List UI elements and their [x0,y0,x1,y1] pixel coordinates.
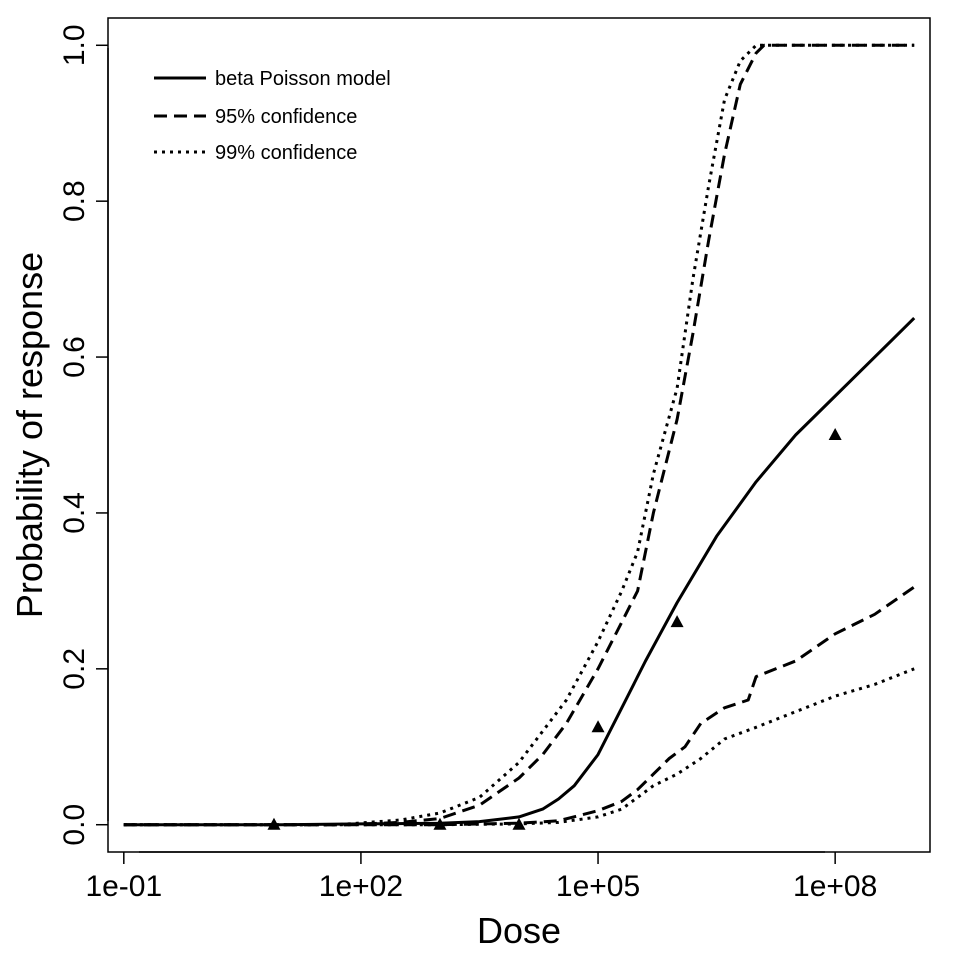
observation-point [670,615,684,628]
observation-point [512,817,526,830]
y-tick-label: 0.0 [58,804,91,846]
legend: beta Poisson model 95% confidence 99% co… [154,68,391,164]
series-line-95-confidence-upper [123,43,915,827]
y-tick-label: 0.6 [58,336,91,378]
y-tick-label: 0.8 [58,180,91,222]
observation-point [267,817,281,830]
y-axis: 0.0 0.2 0.4 0.6 0.8 1.0 [58,24,109,846]
x-tick-label: 1e+02 [319,870,403,903]
observation-point [591,720,605,733]
x-tick-label: 1e-01 [85,870,162,903]
x-tick-label: 1e+05 [556,870,640,903]
x-tick-label: 1e+08 [793,870,877,903]
observation-point [828,428,842,440]
y-axis-title: Probability of response [9,252,50,618]
y-tick-label: 1.0 [58,24,91,66]
y-tick-label: 0.2 [58,648,91,690]
series-line-99-confidence-lower [123,667,915,827]
legend-label-95: 95% confidence [215,106,357,128]
y-tick-label: 0.4 [58,492,91,534]
series-line-95-confidence-lower [123,585,916,827]
observation-markers [267,428,842,830]
observation-point [433,817,447,830]
x-axis-title: Dose [477,910,561,951]
legend-label-99: 99% confidence [215,142,357,164]
x-axis: 1e-01 1e+02 1e+05 1e+08 [85,851,877,903]
legend-label-model: beta Poisson model [215,68,391,90]
